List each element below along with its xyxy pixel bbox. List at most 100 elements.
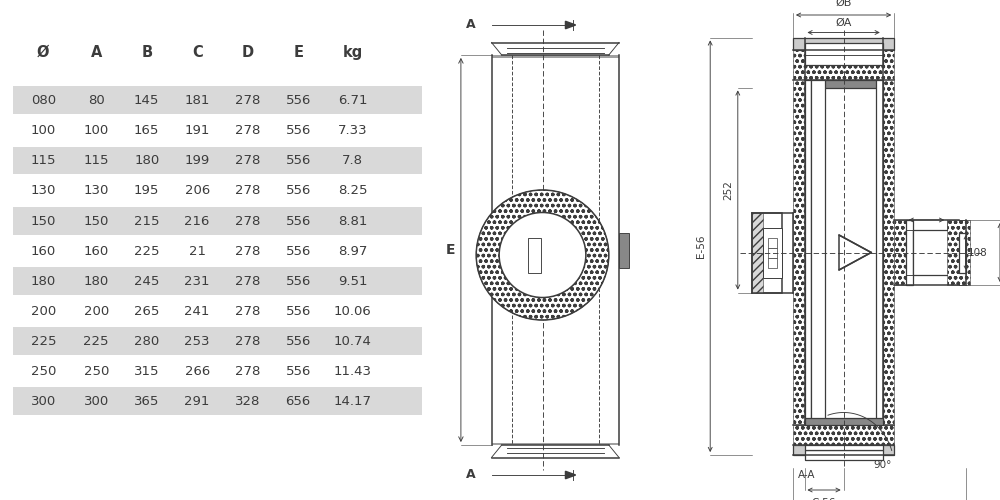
Text: 265: 265: [134, 305, 159, 318]
Text: A: A: [91, 45, 102, 60]
FancyBboxPatch shape: [793, 445, 894, 455]
Text: 191: 191: [184, 124, 210, 138]
FancyBboxPatch shape: [768, 238, 777, 248]
FancyBboxPatch shape: [13, 86, 422, 115]
Text: 556: 556: [285, 244, 311, 258]
Text: 165: 165: [134, 124, 159, 138]
Polygon shape: [565, 471, 576, 479]
Text: 556: 556: [285, 124, 311, 138]
FancyBboxPatch shape: [768, 258, 777, 268]
Text: 365: 365: [134, 395, 159, 408]
FancyBboxPatch shape: [883, 80, 894, 425]
FancyBboxPatch shape: [13, 116, 422, 144]
FancyBboxPatch shape: [492, 55, 619, 58]
Text: 100: 100: [84, 124, 109, 138]
FancyBboxPatch shape: [811, 80, 825, 425]
Text: 7.33: 7.33: [338, 124, 367, 138]
Text: 8.81: 8.81: [338, 214, 367, 228]
Text: 90°: 90°: [874, 460, 892, 470]
Text: 8.25: 8.25: [338, 184, 367, 198]
FancyBboxPatch shape: [13, 146, 422, 174]
Text: 556: 556: [285, 154, 311, 168]
Text: 6.71: 6.71: [338, 94, 367, 107]
Text: E-56: E-56: [696, 234, 706, 258]
Text: 266: 266: [185, 365, 210, 378]
FancyBboxPatch shape: [959, 232, 966, 272]
FancyBboxPatch shape: [528, 238, 541, 272]
FancyBboxPatch shape: [793, 50, 894, 80]
Text: 10.74: 10.74: [334, 335, 371, 348]
Text: 241: 241: [184, 305, 210, 318]
Text: 556: 556: [285, 365, 311, 378]
Text: 328: 328: [235, 395, 260, 408]
FancyBboxPatch shape: [13, 237, 422, 264]
Polygon shape: [565, 21, 576, 28]
Text: 278: 278: [235, 154, 260, 168]
Text: 181: 181: [184, 94, 210, 107]
Text: 9.51: 9.51: [338, 274, 367, 287]
Text: 278: 278: [235, 124, 260, 138]
FancyBboxPatch shape: [793, 80, 804, 425]
Text: 160: 160: [31, 244, 56, 258]
Text: 225: 225: [134, 244, 159, 258]
Text: kg: kg: [342, 45, 363, 60]
Text: 160: 160: [84, 244, 109, 258]
Text: 080: 080: [31, 94, 56, 107]
FancyBboxPatch shape: [13, 297, 422, 325]
Text: 100: 100: [31, 124, 56, 138]
Text: 278: 278: [235, 214, 260, 228]
Text: 556: 556: [285, 94, 311, 107]
Text: 7.8: 7.8: [342, 154, 363, 168]
Text: 300: 300: [31, 395, 56, 408]
FancyBboxPatch shape: [876, 80, 883, 425]
Text: 253: 253: [184, 335, 210, 348]
Text: 245: 245: [134, 274, 159, 287]
Text: 231: 231: [184, 274, 210, 287]
Text: ØA: ØA: [835, 18, 852, 28]
Text: 278: 278: [235, 184, 260, 198]
Text: 130: 130: [31, 184, 56, 198]
FancyBboxPatch shape: [763, 228, 782, 278]
Text: 250: 250: [84, 365, 109, 378]
FancyBboxPatch shape: [619, 232, 629, 268]
Text: 150: 150: [31, 214, 56, 228]
Text: 215: 215: [134, 214, 159, 228]
Text: ØB: ØB: [835, 0, 852, 8]
Text: 278: 278: [235, 244, 260, 258]
FancyBboxPatch shape: [804, 445, 883, 450]
Text: 216: 216: [184, 214, 210, 228]
Text: 206: 206: [185, 184, 210, 198]
FancyBboxPatch shape: [804, 418, 883, 425]
Polygon shape: [839, 235, 871, 270]
FancyBboxPatch shape: [804, 450, 883, 460]
Text: 180: 180: [31, 274, 56, 287]
FancyBboxPatch shape: [492, 442, 619, 445]
Text: 300: 300: [84, 395, 109, 408]
FancyBboxPatch shape: [752, 212, 782, 292]
Text: 278: 278: [235, 274, 260, 287]
Text: C: C: [192, 45, 203, 60]
Text: 280: 280: [134, 335, 159, 348]
Text: 556: 556: [285, 305, 311, 318]
FancyBboxPatch shape: [752, 212, 763, 292]
Text: 8.97: 8.97: [338, 244, 367, 258]
Text: 80: 80: [88, 94, 105, 107]
Text: 200: 200: [31, 305, 56, 318]
FancyBboxPatch shape: [13, 387, 422, 415]
Text: 195: 195: [134, 184, 159, 198]
Text: 556: 556: [285, 274, 311, 287]
Text: A: A: [466, 18, 476, 32]
Text: 200: 200: [84, 305, 109, 318]
Text: 656: 656: [286, 395, 311, 408]
FancyBboxPatch shape: [13, 207, 422, 234]
Text: D: D: [242, 45, 254, 60]
FancyBboxPatch shape: [13, 327, 422, 355]
Text: A: A: [466, 468, 476, 481]
Text: 252: 252: [723, 180, 733, 200]
Text: 556: 556: [285, 214, 311, 228]
FancyBboxPatch shape: [913, 230, 959, 275]
FancyBboxPatch shape: [13, 176, 422, 204]
Text: 10.06: 10.06: [334, 305, 371, 318]
Text: 130: 130: [84, 184, 109, 198]
Text: 115: 115: [31, 154, 56, 168]
